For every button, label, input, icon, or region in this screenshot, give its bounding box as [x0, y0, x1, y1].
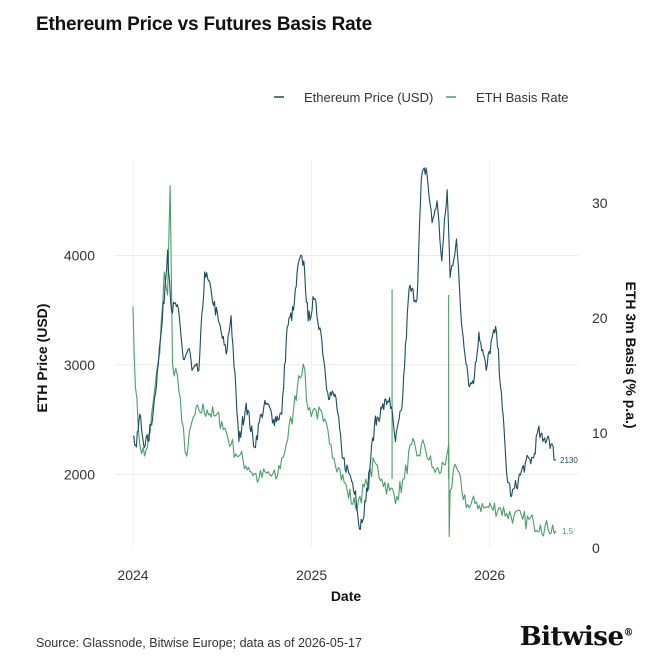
- y-left-tick-label: 4000: [64, 247, 95, 263]
- source-note: Source: Glassnode, Bitwise Europe; data …: [36, 636, 362, 650]
- y-right-tick-label: 10: [592, 425, 608, 441]
- legend-item-price: Ethereum Price (USD): [274, 90, 433, 105]
- x-tick-label: 2025: [296, 567, 327, 583]
- series-basis-rate: 1.5: [132, 185, 574, 538]
- axes: 2000 3000 4000 0 10 20 30 2024 2025 2026 Date ETH P…: [34, 195, 639, 604]
- y-right-tick-label: 0: [592, 540, 600, 556]
- brand-logo: Bitwise®: [519, 622, 634, 652]
- x-tick-label: 2024: [117, 567, 148, 583]
- ethereum-price-line: [132, 167, 557, 530]
- y-left-axis-title: ETH Price (USD): [34, 304, 50, 413]
- legend: Ethereum Price (USD) ETH Basis Rate: [274, 90, 568, 105]
- basis-rate-line: [132, 185, 557, 538]
- grid-lines: [115, 160, 578, 548]
- legend-label: ETH Basis Rate: [476, 90, 568, 105]
- y-left-tick-label: 3000: [64, 357, 95, 373]
- price-end-label: 2130: [560, 456, 578, 465]
- y-right-tick-label: 30: [592, 195, 608, 211]
- series-ethereum-price: 2130: [132, 167, 578, 530]
- y-left-tick-label: 2000: [64, 466, 95, 482]
- y-right-axis-title: ETH 3m Basis (% p.a.): [623, 281, 639, 428]
- x-tick-label: 2026: [474, 567, 505, 583]
- registered-mark: ®: [623, 627, 634, 639]
- basis-end-label: 1.5: [562, 527, 574, 536]
- legend-label: Ethereum Price (USD): [304, 90, 433, 105]
- legend-item-basis: ETH Basis Rate: [446, 90, 568, 105]
- y-right-tick-label: 20: [592, 310, 608, 326]
- chart-title: Ethereum Price vs Futures Basis Rate: [36, 14, 372, 35]
- brand-name: Bitwise: [519, 622, 624, 652]
- x-axis-title: Date: [331, 588, 362, 604]
